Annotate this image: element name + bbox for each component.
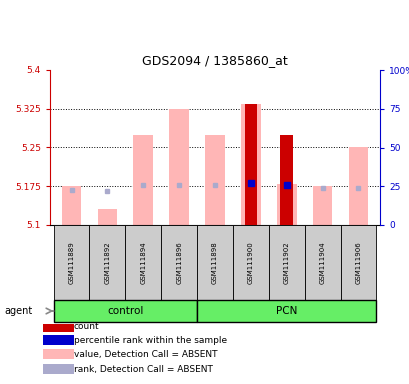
Bar: [43, 335, 74, 346]
Bar: [197, 300, 375, 322]
Bar: [280, 134, 292, 225]
Bar: [169, 109, 189, 225]
Bar: [43, 349, 74, 359]
Text: PCN: PCN: [275, 306, 297, 316]
Text: GSM111906: GSM111906: [355, 241, 361, 284]
Bar: [43, 322, 74, 332]
Text: GSM111904: GSM111904: [319, 241, 325, 284]
Bar: [54, 225, 89, 300]
Text: GSM111896: GSM111896: [176, 241, 182, 284]
Bar: [97, 210, 117, 225]
Bar: [161, 225, 197, 300]
Text: GSM111900: GSM111900: [247, 241, 253, 284]
Text: rank, Detection Call = ABSENT: rank, Detection Call = ABSENT: [74, 365, 212, 374]
Text: agent: agent: [4, 306, 32, 316]
Bar: [276, 184, 296, 225]
Text: count: count: [74, 323, 99, 331]
Text: value, Detection Call = ABSENT: value, Detection Call = ABSENT: [74, 350, 217, 359]
Bar: [43, 364, 74, 374]
Bar: [348, 147, 367, 225]
Bar: [125, 225, 161, 300]
Text: control: control: [107, 306, 143, 316]
Bar: [54, 300, 197, 322]
Bar: [61, 186, 81, 225]
Bar: [312, 186, 332, 225]
Text: GSM111892: GSM111892: [104, 241, 110, 284]
Bar: [304, 225, 340, 300]
Bar: [232, 225, 268, 300]
Bar: [197, 225, 232, 300]
Bar: [204, 134, 224, 225]
Bar: [340, 225, 375, 300]
Bar: [133, 134, 153, 225]
Title: GDS2094 / 1385860_at: GDS2094 / 1385860_at: [142, 55, 287, 68]
Bar: [268, 225, 304, 300]
Text: GSM111894: GSM111894: [140, 241, 146, 284]
Text: GSM111889: GSM111889: [68, 241, 74, 284]
Text: GSM111898: GSM111898: [211, 241, 218, 284]
Text: GSM111902: GSM111902: [283, 241, 289, 284]
Bar: [244, 104, 256, 225]
Bar: [240, 104, 260, 225]
Text: percentile rank within the sample: percentile rank within the sample: [74, 336, 227, 345]
Bar: [89, 225, 125, 300]
